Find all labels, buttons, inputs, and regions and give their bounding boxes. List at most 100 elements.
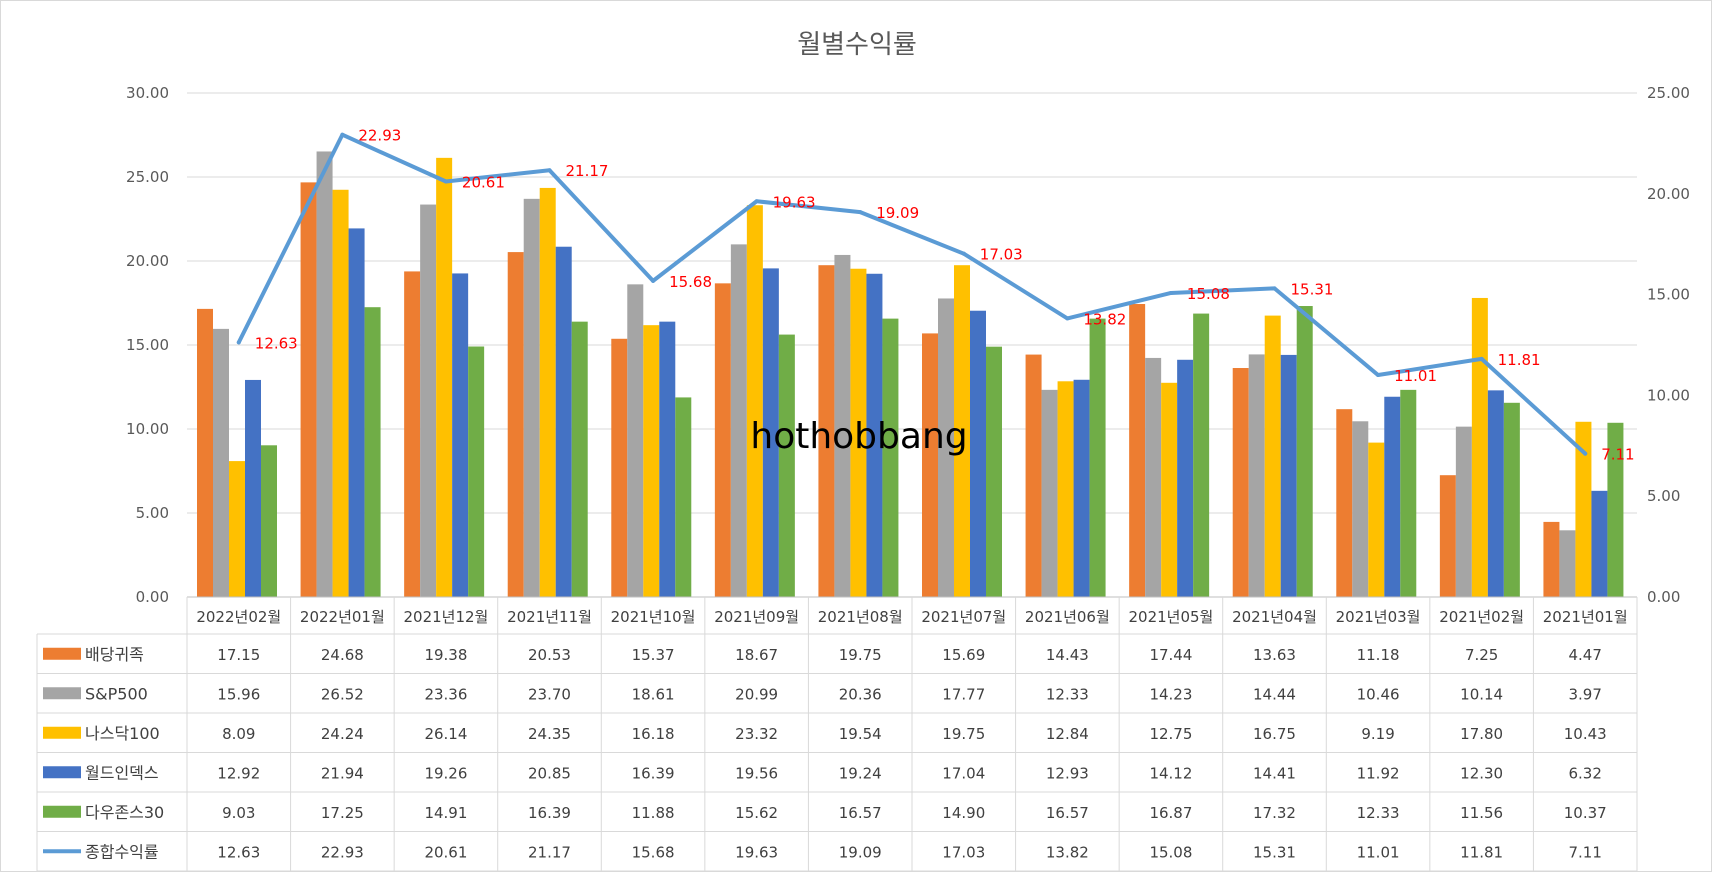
bar	[1368, 442, 1385, 597]
table-cell: 26.14	[424, 725, 467, 743]
table-cell: 20.85	[528, 764, 571, 782]
line-series: 12.63 22.93 20.61 21.17 15.68 19.63 19.09 17.03…	[236, 127, 1635, 464]
bar	[348, 228, 365, 597]
table-cell: 17.80	[1460, 725, 1503, 743]
bar	[1591, 490, 1608, 597]
line-data-label: 19.63	[773, 193, 816, 211]
table-cell: 12.75	[1149, 725, 1192, 743]
category-label: 2021년01월	[1543, 608, 1628, 626]
bar	[1264, 315, 1281, 597]
data-table: 2022년02월 2022년01월 2021년12월 2021년11월 2021년10월…	[36, 596, 1638, 871]
bar	[938, 298, 954, 597]
bar	[1057, 381, 1074, 597]
right-axis-tick-label: 25.00	[1647, 84, 1690, 102]
bar	[627, 284, 644, 597]
line-point	[961, 251, 966, 256]
table-cell: 19.38	[424, 646, 467, 664]
category-label: 2021년02월	[1439, 608, 1524, 626]
bar	[1455, 426, 1472, 597]
table-cell: 18.61	[632, 685, 675, 703]
bar	[882, 318, 899, 597]
table-cell: 24.68	[321, 646, 364, 664]
bar	[1177, 359, 1194, 597]
table-cell: 26.52	[321, 685, 364, 703]
bar	[1384, 396, 1401, 597]
line-point	[443, 179, 448, 184]
table-cell: 19.75	[839, 646, 882, 664]
bar	[1559, 530, 1576, 597]
table-cell: 11.88	[632, 804, 675, 822]
watermark-text: hothobbang	[750, 416, 967, 457]
line-data-label: 21.17	[566, 162, 609, 180]
line-data-label: 11.01	[1394, 367, 1437, 385]
line-data-label: 15.31	[1291, 280, 1334, 298]
left-axis-tick-label: 0.00	[136, 588, 169, 606]
bar	[571, 321, 588, 597]
legend-key	[43, 647, 81, 660]
bar	[1025, 354, 1042, 597]
chart-title: 월별수익률	[797, 30, 917, 60]
table-cell: 12.30	[1460, 764, 1503, 782]
bar	[452, 273, 469, 597]
table-cell: 24.35	[528, 725, 571, 743]
table-cell: 17.15	[217, 646, 260, 664]
bar	[1503, 402, 1520, 597]
table-cell: 12.33	[1357, 804, 1400, 822]
bar	[364, 307, 381, 597]
bar	[1161, 382, 1178, 597]
legend-label: 배당귀족	[85, 645, 144, 664]
legend-label: 월드인덱스	[85, 763, 159, 782]
bar	[1041, 389, 1058, 597]
right-axis-tick-label: 0.00	[1647, 588, 1680, 606]
line-data-label: 12.63	[255, 334, 298, 352]
line-data-label: 11.81	[1498, 351, 1541, 369]
left-axis-tick-label: 15.00	[126, 336, 169, 354]
legend-key	[43, 805, 81, 818]
table-cell: 19.54	[839, 725, 882, 743]
bar	[1296, 306, 1313, 597]
table-cell: 23.70	[528, 685, 571, 703]
table-cell: 7.25	[1465, 646, 1498, 664]
right-axis-tick-label: 5.00	[1647, 487, 1680, 505]
bar	[539, 187, 556, 598]
legend-key	[43, 766, 81, 779]
table-cell: 4.47	[1569, 646, 1602, 664]
line-data-label: 13.82	[1083, 310, 1126, 328]
bar	[213, 328, 229, 597]
bar	[1248, 354, 1265, 597]
table-cell: 17.44	[1149, 646, 1192, 664]
bar	[1280, 354, 1297, 597]
line-data-label: 15.68	[669, 273, 712, 291]
left-axis-tick-label: 5.00	[136, 504, 169, 522]
bar	[1145, 357, 1162, 597]
bar	[1543, 521, 1560, 597]
bar	[675, 397, 692, 597]
category-label: 2021년11월	[507, 608, 592, 626]
table-cell: 16.39	[632, 764, 675, 782]
line-point	[340, 132, 345, 137]
line-point	[1065, 316, 1070, 321]
table-cell: 10.14	[1460, 685, 1503, 703]
bar	[1439, 475, 1456, 597]
table-cell: 10.37	[1564, 804, 1607, 822]
table-cell: 13.63	[1253, 646, 1296, 664]
bar	[420, 204, 437, 597]
line-point	[1583, 451, 1588, 456]
bar	[643, 325, 660, 597]
right-axis-tick-label: 20.00	[1647, 185, 1690, 203]
table-cell: 19.63	[735, 843, 778, 861]
category-label: 2021년07월	[921, 608, 1006, 626]
table-cell: 15.69	[942, 646, 985, 664]
table-cell: 11.18	[1357, 646, 1400, 664]
table-cell: 9.03	[222, 804, 255, 822]
table-cell: 12.84	[1046, 725, 1089, 743]
table-cell: 14.12	[1149, 764, 1192, 782]
table-cell: 15.96	[217, 685, 260, 703]
table-cell: 17.77	[942, 685, 985, 703]
table-cell: 17.03	[942, 843, 985, 861]
table-cell: 14.91	[424, 804, 467, 822]
bar	[316, 151, 333, 598]
bar	[1232, 368, 1249, 597]
bar	[970, 310, 986, 597]
table-cell: 23.32	[735, 725, 778, 743]
